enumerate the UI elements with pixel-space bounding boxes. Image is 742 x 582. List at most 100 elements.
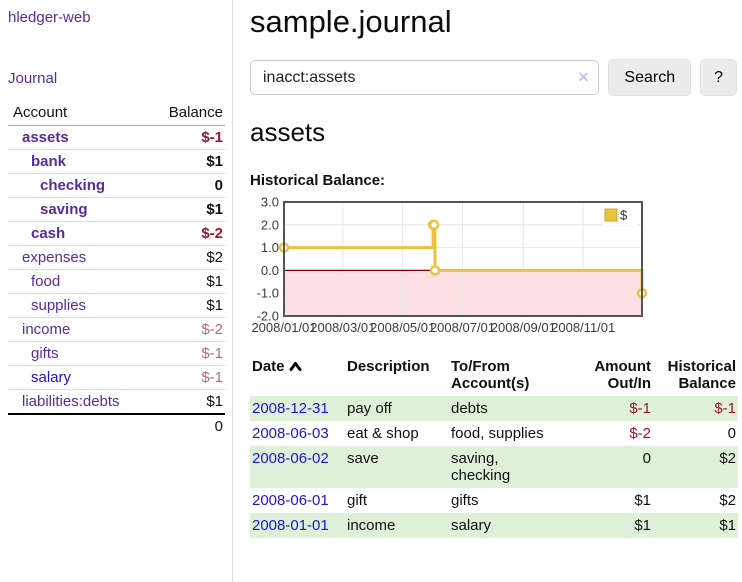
svg-text:2008/01/01: 2008/01/01 bbox=[251, 320, 316, 335]
svg-text:$: $ bbox=[620, 208, 628, 223]
account-balance: $1 bbox=[148, 197, 225, 222]
account-row: bank $1 bbox=[8, 149, 225, 174]
account-link-income[interactable]: income bbox=[22, 321, 71, 338]
transaction-description: eat & shop bbox=[347, 425, 419, 442]
transaction-accounts: debts bbox=[451, 400, 488, 417]
help-button[interactable]: ? bbox=[700, 59, 737, 96]
account-row: liabilities:debts $1 bbox=[8, 390, 225, 415]
sort-ascending-icon bbox=[289, 359, 302, 376]
account-link-saving[interactable]: saving bbox=[40, 201, 88, 218]
account-link-bank[interactable]: bank bbox=[31, 153, 67, 170]
account-row: expenses $2 bbox=[8, 245, 225, 270]
account-row: gifts $-1 bbox=[8, 341, 225, 366]
register-row: 2008-06-03 eat & shop food, supplies $-2… bbox=[250, 421, 738, 446]
transaction-description: income bbox=[347, 517, 396, 534]
register-row: 2008-06-02 save saving, checking 0 $2 bbox=[250, 446, 738, 488]
clear-search-icon[interactable]: ✕ bbox=[577, 69, 590, 85]
transaction-description: pay off bbox=[347, 400, 392, 417]
register-col-date[interactable]: Date bbox=[250, 354, 347, 396]
account-balance: $-1 bbox=[148, 365, 225, 390]
account-link-cash[interactable]: cash bbox=[31, 225, 66, 242]
account-link-assets[interactable]: assets bbox=[22, 129, 69, 146]
account-balance: $-2 bbox=[148, 221, 225, 246]
register-col-description: Description bbox=[347, 358, 430, 375]
svg-text:3.0: 3.0 bbox=[261, 197, 279, 210]
account-link-salary[interactable]: salary bbox=[31, 369, 72, 386]
account-link-expenses[interactable]: expenses bbox=[22, 249, 87, 266]
account-balance: $-2 bbox=[148, 317, 225, 342]
transaction-accounts: gifts bbox=[451, 492, 479, 509]
accounts-total-value: 0 bbox=[148, 413, 225, 438]
account-link-gifts[interactable]: gifts bbox=[31, 345, 59, 362]
search-button[interactable]: Search bbox=[608, 59, 692, 96]
account-balance: $-1 bbox=[148, 125, 225, 150]
account-row: supplies $1 bbox=[8, 293, 225, 318]
accounts-table: Account Balance assets $-1 bank $1 check… bbox=[8, 101, 225, 438]
account-heading: assets bbox=[250, 117, 326, 147]
account-row: cash $-2 bbox=[8, 221, 225, 246]
svg-text:2008/09/01: 2008/09/01 bbox=[491, 320, 556, 335]
transaction-description: save bbox=[347, 450, 379, 467]
search-bar: ✕ Search ? bbox=[250, 59, 737, 96]
transaction-date-link[interactable]: 2008-01-01 bbox=[252, 517, 329, 534]
transaction-date-link[interactable]: 2008-06-02 bbox=[252, 450, 329, 467]
svg-text:2008/07/01: 2008/07/01 bbox=[430, 320, 495, 335]
account-balance: $-1 bbox=[148, 341, 225, 366]
account-row: assets $-1 bbox=[8, 125, 225, 150]
historical-balance-chart: $3.0 2.0 1.0 0.0 -1.0 -2.0 2008/01/01 2008/03/0… bbox=[250, 195, 652, 337]
register-table: Date Description To/From Account(s) Amou… bbox=[250, 354, 738, 538]
transaction-amount: $-1 bbox=[629, 400, 651, 417]
transaction-amount: $1 bbox=[634, 517, 651, 534]
svg-text:2.0: 2.0 bbox=[261, 217, 279, 232]
register-header-row: Date Description To/From Account(s) Amou… bbox=[250, 354, 738, 396]
transaction-balance: $2 bbox=[719, 492, 736, 509]
register-row: 2008-06-01 gift gifts $1 $2 bbox=[250, 488, 738, 513]
accounts-col-balance: Balance bbox=[148, 101, 225, 126]
account-row: checking 0 bbox=[8, 173, 225, 198]
account-balance: $2 bbox=[148, 245, 225, 270]
sidebar-item-journal[interactable]: Journal bbox=[8, 70, 58, 87]
account-balance: $1 bbox=[148, 269, 225, 294]
register-row: 2008-12-31 pay off debts $-1 $-1 bbox=[250, 396, 738, 421]
svg-text:-2.0: -2.0 bbox=[257, 309, 279, 324]
register-col-tofrom: To/From Account(s) bbox=[451, 358, 530, 392]
svg-text:2008/03/01: 2008/03/01 bbox=[310, 320, 375, 335]
main-content: sample.journal ✕ Search ? assets Histori… bbox=[233, 0, 742, 582]
accounts-total-row: 0 bbox=[8, 413, 225, 438]
transaction-description: gift bbox=[347, 492, 368, 509]
transaction-amount: $-2 bbox=[629, 425, 651, 442]
account-balance: 0 bbox=[148, 173, 225, 198]
register-col-balance: Historical Balance bbox=[667, 358, 736, 392]
brand-link[interactable]: hledger-web bbox=[8, 9, 91, 26]
svg-text:0.0: 0.0 bbox=[261, 263, 279, 278]
transaction-accounts: salary bbox=[451, 517, 492, 534]
transaction-balance: 0 bbox=[727, 425, 736, 442]
search-input[interactable] bbox=[250, 60, 600, 95]
svg-text:2008/11/01: 2008/11/01 bbox=[551, 320, 615, 335]
transaction-date-link[interactable]: 2008-06-01 bbox=[252, 492, 329, 509]
transaction-balance: $1 bbox=[719, 517, 736, 534]
transaction-date-link[interactable]: 2008-12-31 bbox=[252, 400, 329, 417]
account-row: salary $-1 bbox=[8, 365, 225, 390]
transaction-amount: 0 bbox=[642, 450, 651, 467]
account-link-checking[interactable]: checking bbox=[40, 177, 106, 194]
account-balance: $1 bbox=[148, 293, 225, 318]
account-balance: $1 bbox=[206, 393, 223, 410]
transaction-accounts: food, supplies bbox=[451, 425, 544, 442]
sidebar: hledger-web Journal Account Balance asse… bbox=[0, 0, 233, 582]
page-title: sample.journal bbox=[250, 4, 452, 39]
register-col-amount: Amount Out/In bbox=[594, 358, 651, 392]
transaction-date-link[interactable]: 2008-06-03 bbox=[252, 425, 329, 442]
account-link-food[interactable]: food bbox=[31, 273, 61, 290]
transaction-accounts: saving, checking bbox=[451, 450, 511, 484]
account-link-liabilities-debts[interactable]: liabilities:debts bbox=[22, 393, 120, 410]
register-row: 2008-01-01 income salary $1 $1 bbox=[250, 513, 738, 538]
transaction-balance: $-1 bbox=[714, 400, 736, 417]
account-link-supplies[interactable]: supplies bbox=[31, 297, 87, 314]
transaction-amount: $1 bbox=[634, 492, 651, 509]
account-row: food $1 bbox=[8, 269, 225, 294]
account-row: income $-2 bbox=[8, 317, 225, 342]
svg-text:2008/05/01: 2008/05/01 bbox=[370, 320, 435, 335]
svg-text:1.0: 1.0 bbox=[261, 240, 279, 255]
